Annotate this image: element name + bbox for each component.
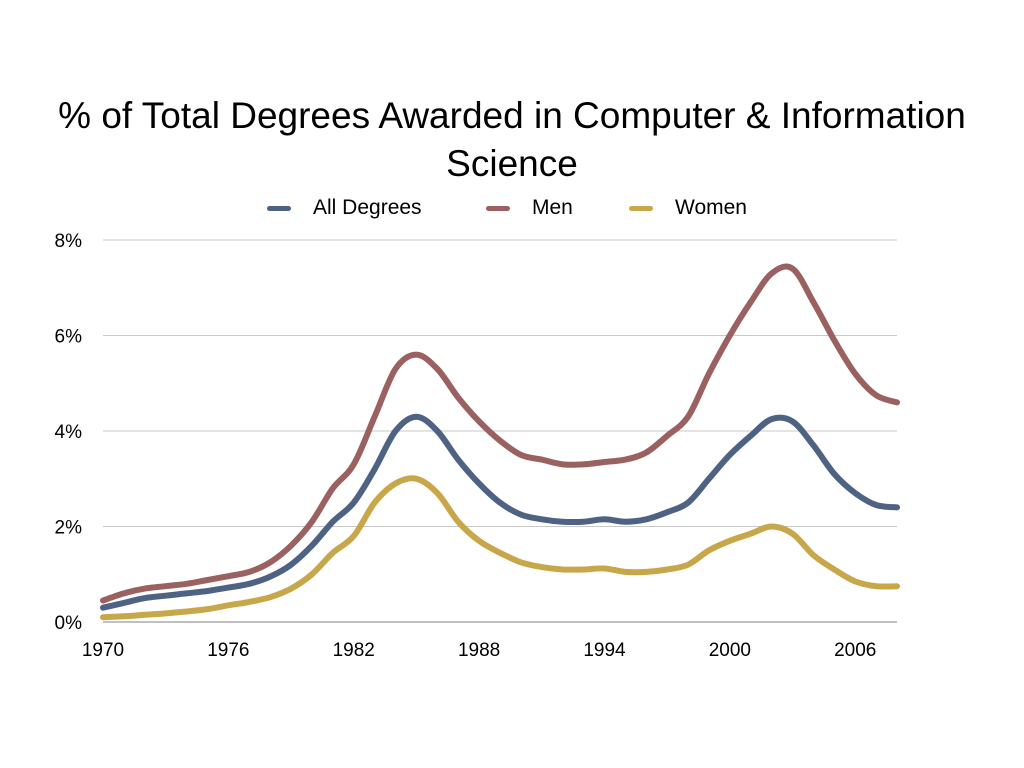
series-line-men (100, 263, 900, 604)
x-tick-label-1988: 1988 (458, 640, 500, 661)
x-tick-label-1982: 1982 (333, 640, 375, 661)
chart-title-line-1: % of Total Degrees Awarded in Computer &… (58, 95, 966, 136)
legend-label-men: Men (532, 196, 573, 219)
y-tick-label-6: 6% (55, 327, 83, 348)
chart-title-line-2: Science (446, 143, 578, 184)
legend-label-women: Women (675, 196, 747, 219)
x-tick-label-1970: 1970 (82, 640, 124, 661)
legend-item-all-degrees: All Degrees (267, 196, 422, 220)
legend-item-men: Men (486, 196, 573, 220)
legend-item-women: Women (629, 196, 747, 220)
legend: All Degrees Men Women (0, 196, 1024, 222)
y-tick-label-8: 8% (55, 231, 83, 252)
chart-title: % of Total Degrees Awarded in Computer &… (0, 92, 1024, 188)
y-tick-label-4: 4% (55, 422, 83, 443)
y-tick-label-0: 0% (55, 613, 83, 634)
y-tick-label-2: 2% (55, 518, 83, 539)
series-line-women (100, 475, 900, 621)
legend-label-all-degrees: All Degrees (313, 196, 422, 219)
x-tick-label-1994: 1994 (583, 640, 626, 661)
x-tick-label-2006: 2006 (834, 640, 876, 661)
legend-swatch-all-degrees (267, 205, 291, 211)
legend-swatch-men (486, 205, 510, 211)
x-tick-label-2000: 2000 (709, 640, 751, 661)
x-tick-label-1976: 1976 (207, 640, 249, 661)
series-line-all-degrees (100, 413, 900, 611)
legend-swatch-women (629, 205, 653, 211)
